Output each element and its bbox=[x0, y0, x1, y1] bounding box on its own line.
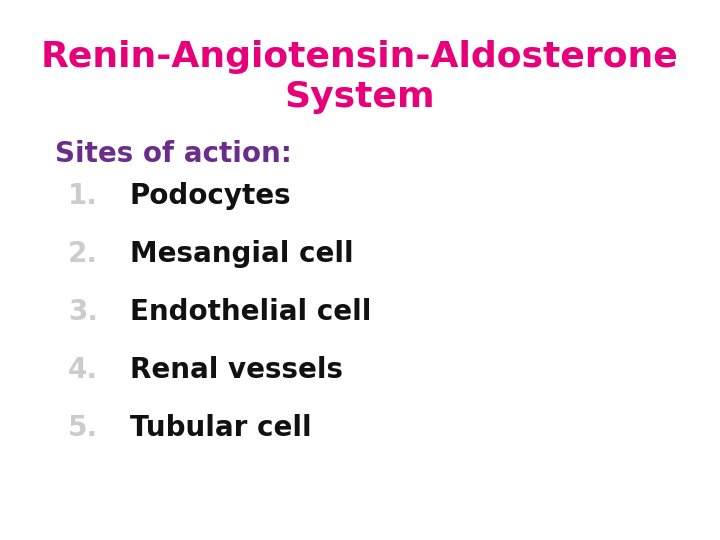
Text: 5.: 5. bbox=[68, 414, 98, 442]
Text: 3.: 3. bbox=[68, 298, 98, 326]
Text: Renal vessels: Renal vessels bbox=[130, 356, 343, 384]
Text: Podocytes: Podocytes bbox=[130, 182, 292, 210]
Text: Renin-Angiotensin-Aldosterone: Renin-Angiotensin-Aldosterone bbox=[41, 40, 679, 74]
Text: System: System bbox=[284, 80, 436, 114]
Text: 4.: 4. bbox=[68, 356, 98, 384]
Text: Sites of action:: Sites of action: bbox=[55, 140, 292, 168]
Text: 2.: 2. bbox=[68, 240, 98, 268]
Text: Endothelial cell: Endothelial cell bbox=[130, 298, 372, 326]
Text: Tubular cell: Tubular cell bbox=[130, 414, 312, 442]
Text: 1.: 1. bbox=[68, 182, 98, 210]
Text: Mesangial cell: Mesangial cell bbox=[130, 240, 354, 268]
